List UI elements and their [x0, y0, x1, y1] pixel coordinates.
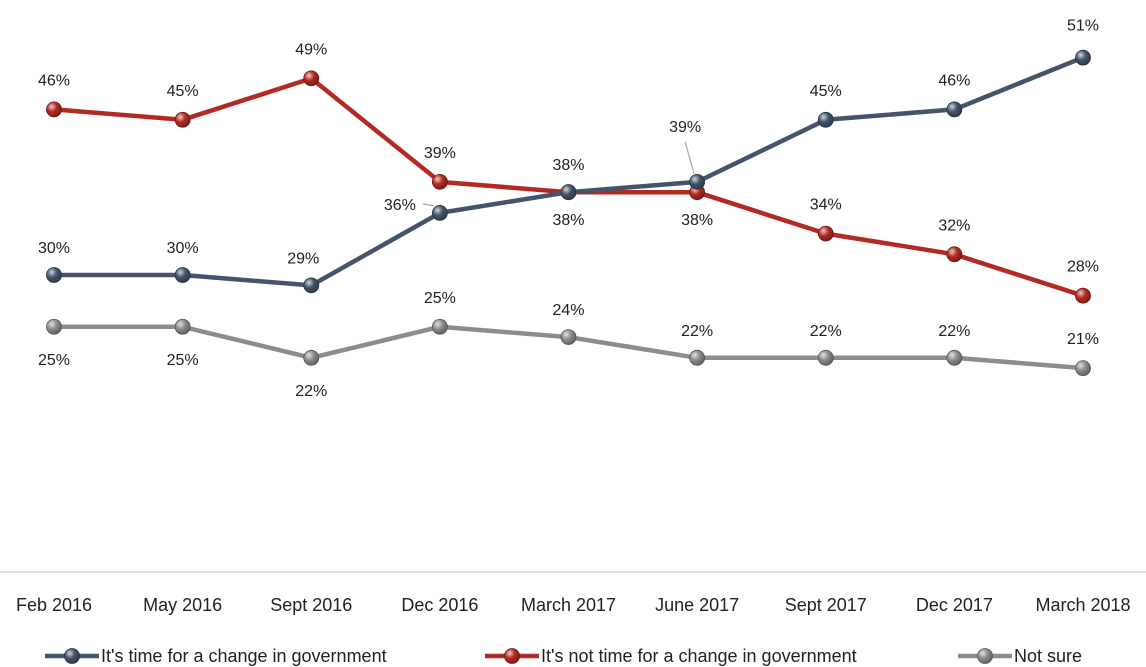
data-point-not-sure: [689, 349, 706, 366]
data-point-change: [431, 204, 448, 221]
data-label-change: 45%: [810, 83, 842, 100]
legend-item-not-change: It's not time for a change in government: [485, 646, 857, 666]
data-point-change: [946, 101, 963, 118]
data-label-not-sure: 22%: [295, 383, 327, 400]
data-label-not-change: 38%: [552, 157, 584, 174]
data-label-not-change: 38%: [681, 212, 713, 229]
data-point-not-sure: [560, 329, 577, 346]
data-label-change: 29%: [287, 250, 319, 267]
data-label-change: 51%: [1067, 18, 1099, 35]
x-tick-label: March 2017: [521, 595, 616, 615]
data-label-change: 39%: [669, 119, 701, 136]
data-label-not-sure: 25%: [167, 352, 199, 369]
legend-label: It's not time for a change in government: [541, 646, 857, 666]
data-point-not-change: [1075, 287, 1091, 304]
data-label-not-sure: 25%: [38, 352, 70, 369]
data-label-not-sure: 22%: [938, 323, 970, 340]
leader-line: [684, 141, 695, 175]
data-label-not-sure: 25%: [424, 290, 456, 307]
legend-label: It's time for a change in government: [101, 646, 387, 666]
data-labels: 30% 30% 29% 36% 38% 39% 45% 46% 51% 46% 45% 49% 39% 3…: [38, 18, 1099, 400]
x-tick-label: Dec 2017: [916, 595, 993, 615]
data-point-not-change: [174, 111, 191, 128]
x-tick-label: Dec 2016: [401, 595, 478, 615]
x-tick-label: June 2017: [655, 595, 739, 615]
data-label-not-change: 32%: [938, 217, 970, 234]
data-point-not-change: [303, 70, 320, 87]
data-point-change: [689, 173, 706, 190]
legend-swatch-marker: [977, 648, 993, 664]
data-point-change: [303, 277, 320, 294]
series-layer: [46, 49, 1091, 377]
data-label-change: 46%: [938, 72, 970, 89]
data-point-not-sure: [946, 349, 963, 366]
legend-swatch-marker: [64, 648, 80, 664]
data-point-not-change: [46, 101, 62, 118]
x-tick-label: Sept 2017: [785, 595, 867, 615]
data-point-change: [46, 267, 62, 283]
data-point-not-change: [946, 246, 963, 263]
legend-item-change: It's time for a change in government: [45, 646, 387, 666]
data-point-change: [560, 184, 577, 201]
data-label-not-sure: 22%: [810, 323, 842, 340]
data-label-not-sure: 24%: [552, 302, 584, 319]
legend-item-not-sure: Not sure: [958, 646, 1082, 666]
data-label-not-sure: 22%: [681, 323, 713, 340]
data-point-not-sure: [303, 349, 320, 366]
data-point-not-sure: [431, 318, 448, 335]
data-point-not-sure: [817, 349, 834, 366]
data-point-not-sure: [174, 318, 191, 335]
legend: It's time for a change in government It's…: [45, 646, 1082, 666]
x-axis-ticks: Feb 2016 May 2016 Sept 2016 Dec 2016 March 2…: [16, 595, 1131, 615]
data-point-change: [817, 111, 834, 128]
data-label-change: 30%: [167, 240, 199, 257]
data-label-not-change: 46%: [38, 72, 70, 89]
data-point-not-sure: [46, 318, 62, 335]
legend-swatch-marker: [504, 648, 520, 664]
leader-line: [422, 203, 434, 207]
data-point-not-sure: [1075, 360, 1091, 377]
data-label-not-change: 45%: [167, 83, 199, 100]
series-change: [46, 49, 1091, 294]
x-tick-label: March 2018: [1035, 595, 1130, 615]
legend-label: Not sure: [1014, 646, 1082, 666]
data-point-change: [174, 267, 191, 283]
data-label-not-change: 39%: [424, 145, 456, 162]
series-not-sure: [46, 318, 1091, 377]
x-tick-label: Sept 2016: [270, 595, 352, 615]
data-label-change: 38%: [552, 212, 584, 229]
data-label-change: 30%: [38, 240, 70, 257]
x-tick-label: May 2016: [143, 595, 222, 615]
data-label-not-change: 34%: [810, 197, 842, 214]
data-label-not-sure: 21%: [1067, 331, 1099, 348]
leader-lines: [422, 141, 695, 207]
data-point-not-change: [431, 173, 448, 190]
data-label-not-change: 49%: [295, 41, 327, 58]
data-point-change: [1075, 49, 1091, 66]
data-point-not-change: [817, 225, 834, 242]
x-tick-label: Feb 2016: [16, 595, 92, 615]
data-label-not-change: 28%: [1067, 259, 1099, 276]
data-label-change: 36%: [384, 197, 416, 214]
